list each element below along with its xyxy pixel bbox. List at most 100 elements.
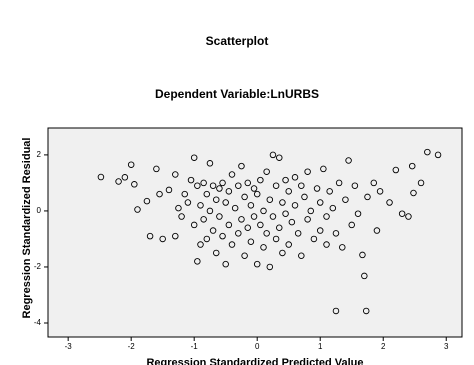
- point: [313, 185, 321, 192]
- point: [225, 221, 233, 229]
- point: [298, 252, 305, 260]
- y-tick-label: -2: [34, 262, 42, 271]
- point: [146, 232, 154, 240]
- point: [326, 188, 333, 195]
- point: [266, 196, 274, 203]
- point: [222, 260, 229, 268]
- point: [197, 241, 204, 248]
- point: [257, 221, 264, 229]
- point: [276, 154, 283, 161]
- point: [203, 190, 211, 198]
- x-tick-label: -2: [128, 342, 136, 351]
- point: [359, 251, 366, 259]
- point: [200, 179, 207, 187]
- point: [175, 204, 182, 212]
- point: [408, 162, 416, 170]
- point: [310, 235, 318, 243]
- point: [424, 148, 431, 156]
- point: [159, 235, 166, 243]
- point: [285, 188, 292, 195]
- point: [244, 179, 252, 187]
- point: [143, 197, 151, 205]
- point: [405, 213, 412, 220]
- point: [339, 244, 346, 251]
- point: [386, 199, 393, 206]
- point: [178, 213, 185, 220]
- point: [269, 213, 277, 220]
- point: [172, 171, 179, 178]
- point: [247, 202, 255, 209]
- point: [354, 210, 362, 217]
- point: [279, 199, 286, 206]
- y-tick-label: 2: [37, 150, 42, 159]
- x-tick-label: 0: [255, 342, 260, 351]
- point: [134, 206, 141, 213]
- point: [376, 188, 384, 195]
- point: [247, 238, 255, 245]
- point: [304, 168, 311, 175]
- point: [282, 176, 289, 184]
- point: [97, 173, 105, 181]
- point: [197, 202, 204, 209]
- point: [228, 241, 236, 248]
- point: [392, 166, 400, 174]
- y-axis-label: Regression Standardized Residual: [21, 138, 33, 319]
- point: [238, 216, 245, 223]
- point: [212, 196, 220, 203]
- point: [398, 210, 406, 217]
- point: [156, 190, 163, 198]
- point: [190, 154, 198, 161]
- point: [307, 207, 315, 215]
- point: [291, 174, 299, 181]
- point: [279, 249, 286, 257]
- point: [253, 260, 261, 268]
- point: [329, 204, 337, 212]
- point: [206, 207, 214, 215]
- point: [276, 224, 283, 231]
- point: [203, 235, 211, 243]
- point: [257, 176, 264, 184]
- x-axis-label: Regression Standardized Predicted Value: [146, 357, 363, 365]
- point: [348, 221, 355, 229]
- y-tick-label: 0: [37, 206, 42, 215]
- point: [335, 179, 343, 187]
- point: [181, 190, 188, 198]
- point: [345, 157, 352, 164]
- point: [285, 241, 292, 248]
- point: [216, 185, 223, 192]
- point: [316, 199, 324, 206]
- point: [115, 178, 122, 185]
- chart-subtitle: Dependent Variable:LnURBS: [155, 87, 319, 101]
- point: [288, 218, 296, 226]
- point: [238, 162, 245, 170]
- point: [187, 176, 195, 184]
- point: [225, 188, 233, 195]
- point: [316, 227, 324, 234]
- point: [362, 307, 370, 315]
- point: [209, 182, 217, 189]
- point: [373, 227, 381, 234]
- point: [253, 190, 261, 198]
- point: [260, 244, 267, 251]
- point: [364, 193, 371, 201]
- point: [165, 186, 173, 194]
- point: [298, 182, 305, 189]
- point: [121, 174, 129, 181]
- point: [263, 168, 270, 175]
- point: [212, 249, 220, 257]
- point: [219, 179, 226, 187]
- point: [244, 224, 252, 231]
- point: [361, 272, 368, 280]
- point: [272, 182, 280, 189]
- point: [216, 213, 223, 220]
- point: [263, 230, 270, 237]
- point: [294, 230, 302, 237]
- point: [127, 161, 135, 168]
- point: [320, 165, 327, 173]
- point: [200, 216, 207, 223]
- x-tick-label: -1: [191, 342, 199, 351]
- x-tick-label: 1: [318, 342, 323, 351]
- point: [241, 193, 248, 201]
- point: [172, 232, 179, 240]
- point: [184, 199, 192, 206]
